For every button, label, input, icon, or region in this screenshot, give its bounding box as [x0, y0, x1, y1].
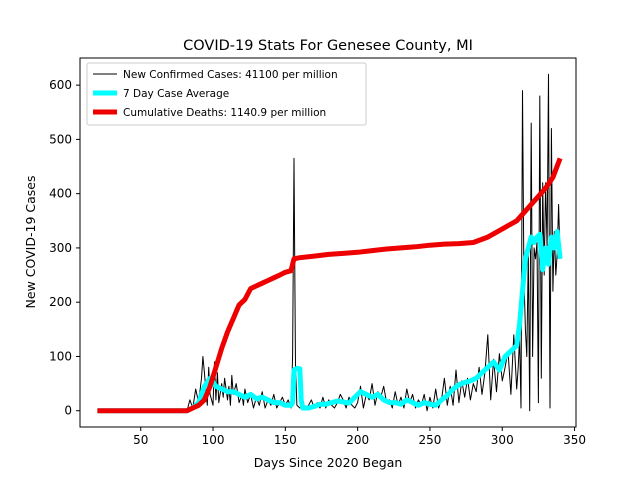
series-line-2 — [97, 229, 563, 414]
x-tick-label: 150 — [274, 433, 297, 447]
x-tick-label: 100 — [202, 433, 225, 447]
legend-label-1: New Confirmed Cases: 41100 per million — [123, 69, 338, 81]
y-tick-label: 200 — [49, 295, 72, 309]
series-layer — [97, 73, 563, 414]
y-axis-label: New COVID-19 Cases — [23, 176, 38, 309]
chart-title: COVID-19 Stats For Genesee County, MI — [183, 38, 473, 54]
x-tick-label: 300 — [491, 433, 514, 447]
legend-label-3: Cumulative Deaths: 1140.9 per million — [123, 107, 326, 119]
y-tick-label: 100 — [49, 349, 72, 363]
plot-area: 50 100 150 200 250 300 350 0 100 200 300 400 500 600 — [49, 57, 586, 447]
legend-label-2: 7 Day Case Average — [123, 88, 229, 100]
series-line-1 — [97, 73, 561, 412]
y-tick-label: 400 — [49, 187, 72, 201]
x-tick-label: 200 — [346, 433, 369, 447]
y-tick-label: 600 — [49, 78, 72, 92]
x-tick-label: 50 — [133, 433, 148, 447]
legend: New Confirmed Cases: 41100 per million 7 … — [86, 62, 367, 126]
x-axis-ticks: 50 100 150 200 250 300 350 — [133, 427, 586, 447]
x-tick-label: 350 — [563, 433, 586, 447]
y-axis-ticks: 0 100 200 300 400 500 600 — [49, 78, 80, 418]
legend-box — [86, 62, 367, 126]
x-axis-label: Days Since 2020 Began — [254, 455, 403, 470]
y-tick-label: 500 — [49, 132, 72, 146]
x-tick-label: 250 — [418, 433, 441, 447]
axes-frame — [79, 57, 577, 428]
y-tick-label: 300 — [49, 241, 72, 255]
y-tick-label: 0 — [64, 404, 72, 418]
series-line-3 — [97, 157, 563, 414]
